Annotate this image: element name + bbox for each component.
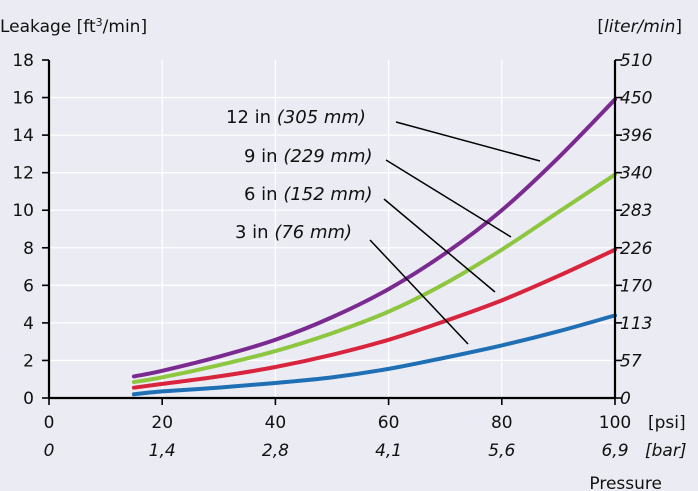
y-tick-label-left: 14 xyxy=(12,126,34,146)
x-axis-title: Pressure xyxy=(589,474,662,491)
series-label-2: 9 in (229 mm) xyxy=(244,146,373,167)
series-leader-line-0 xyxy=(369,239,469,345)
series-leader-line-2 xyxy=(385,159,512,238)
y-tick-label-right: 396 xyxy=(620,126,653,146)
y-tick-label-right: 170 xyxy=(620,276,652,296)
y-tick-label-right: 113 xyxy=(620,314,652,334)
series-leader-line-3 xyxy=(395,121,541,162)
y-tick-label-left: 4 xyxy=(23,314,34,334)
y-tick-label-right: 510 xyxy=(620,51,652,71)
x-tick-label-psi: 0 xyxy=(44,413,55,433)
y-tick-label-right: 450 xyxy=(620,89,652,109)
x-tick-label-bar: 2,8 xyxy=(262,441,289,461)
axes xyxy=(42,59,622,405)
y-tick-label-left: 10 xyxy=(12,201,34,221)
x-tick-label-bar: 1,4 xyxy=(149,441,176,461)
series-leader-line-1 xyxy=(383,198,496,293)
series-line-2 xyxy=(131,172,617,385)
x-tick-label-psi: 60 xyxy=(378,413,400,433)
x-tick-label-bar: 4,1 xyxy=(375,441,402,461)
series-label-0: 3 in (76 mm) xyxy=(235,222,352,243)
x-tick-label-psi: 40 xyxy=(265,413,287,433)
y-tick-label-left: 6 xyxy=(23,276,34,296)
x-unit-psi: [psi] xyxy=(648,413,686,433)
y-tick-label-left: 2 xyxy=(23,351,34,371)
grid xyxy=(49,60,615,398)
series-label-1: 6 in (152 mm) xyxy=(244,184,373,205)
series-annotations: 3 in (76 mm) 6 in (152 mm) 9 in (229 mm) 12… xyxy=(226,107,541,345)
y-tick-label-left: 8 xyxy=(23,239,34,259)
y-axis-label-right: [liter/min] xyxy=(597,17,682,37)
y-tick-label-right: 57 xyxy=(620,351,642,371)
series-line-0 xyxy=(131,313,617,397)
y-tick-label-left: 0 xyxy=(23,389,34,409)
series-lines xyxy=(131,97,617,397)
x-tick-label-psi: 100 xyxy=(599,413,631,433)
x-tick-label-bar: 5,6 xyxy=(488,441,515,461)
y-tick-label-right: 0 xyxy=(620,389,631,409)
x-tick-label-psi: 80 xyxy=(491,413,513,433)
y-tick-label-right: 340 xyxy=(620,164,652,184)
x-tick-label-psi: 20 xyxy=(151,413,173,433)
y-tick-label-left: 12 xyxy=(12,164,34,184)
y-tick-label-left: 18 xyxy=(12,51,34,71)
x-tick-label-bar: 0 xyxy=(44,441,55,461)
y-tick-label-right: 283 xyxy=(620,201,652,221)
series-line-1 xyxy=(131,247,617,390)
y-tick-label-right: 226 xyxy=(620,239,653,259)
x-unit-bar: [bar] xyxy=(645,441,686,461)
y-tick-label-left: 16 xyxy=(12,89,34,109)
series-label-3: 12 in (305 mm) xyxy=(226,107,366,128)
series-line-3 xyxy=(131,97,617,379)
x-tick-label-bar: 6,9 xyxy=(601,441,628,461)
y-axis-label-left: Leakage [ft3/min] xyxy=(0,16,147,37)
